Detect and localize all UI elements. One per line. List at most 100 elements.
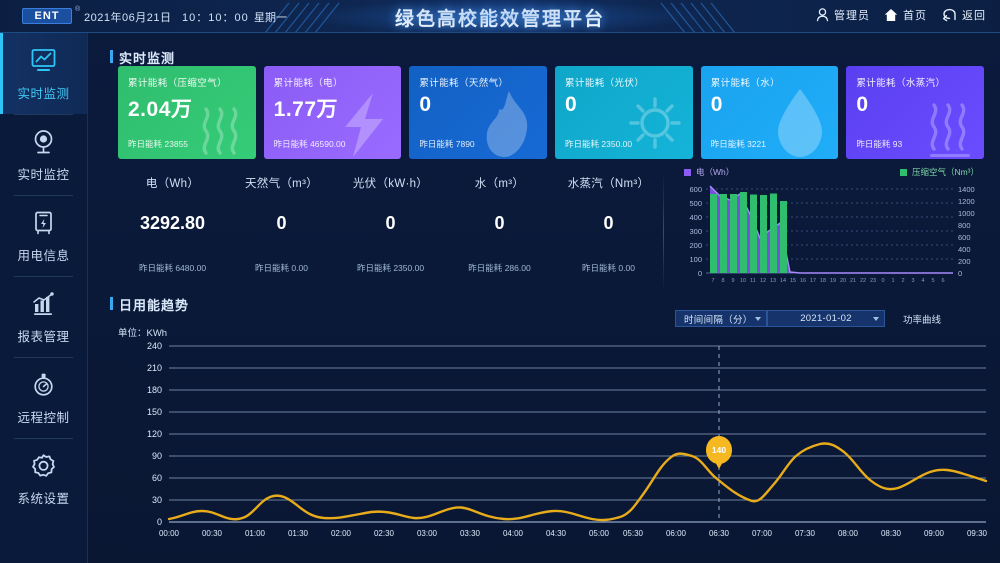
power-curve-button[interactable]: 功率曲线 — [903, 314, 942, 326]
svg-text:300: 300 — [689, 227, 702, 236]
sidebar: 实时监测 实时监控 用电信息 — [0, 33, 88, 563]
svg-text:05:00: 05:00 — [589, 529, 610, 538]
legend-label: 电（Wh） — [696, 167, 735, 177]
kpi-card-sub-label: 昨日能耗 — [856, 139, 891, 149]
svg-text:210: 210 — [147, 363, 162, 373]
svg-text:16: 16 — [800, 278, 806, 284]
svg-text:03:30: 03:30 — [460, 529, 481, 538]
bar-report-icon — [29, 289, 59, 319]
svg-text:04:30: 04:30 — [546, 529, 567, 538]
kpi-card-sub: 昨日能耗 23855 — [128, 138, 188, 150]
kpi-card-sub-label: 昨日能耗 — [565, 139, 600, 149]
svg-text:12: 12 — [760, 278, 766, 284]
kpi-card-photovoltaic[interactable]: 累计能耗（光伏） 0 昨日能耗 2350.00 — [555, 66, 693, 159]
legend-swatch — [899, 168, 907, 176]
stat-value: 0 — [494, 213, 505, 233]
svg-text:15: 15 — [790, 278, 796, 284]
stat-electricity: 电（Wh） 3292.80 昨日能耗 6480.00 — [118, 175, 227, 280]
stat-sub: 昨日能耗 6480.00 — [118, 262, 227, 274]
user-menu[interactable]: 管理员 — [816, 7, 870, 23]
kpi-card-water[interactable]: 累计能耗（水） 0 昨日能耗 3221 — [700, 66, 839, 159]
stat-sub: 昨日能耗 0.00 — [554, 262, 663, 274]
chart-controls: 时间间隔（分） 2021-01-02 功率曲线 — [675, 310, 941, 327]
home-label: 首页 — [903, 10, 927, 22]
svg-text:05:30: 05:30 — [623, 529, 644, 538]
kpi-card-electricity[interactable]: 累计能耗（电） 1.77万 昨日能耗 46590.00 — [263, 66, 402, 159]
svg-text:180: 180 — [147, 385, 162, 395]
svg-text:500: 500 — [689, 199, 702, 208]
page-title: 绿色高校能效管理平台 — [394, 9, 605, 30]
legend-item-electricity[interactable]: 电（Wh） — [684, 166, 734, 178]
chevron-down-icon — [873, 317, 879, 321]
sidebar-item-power-info[interactable]: 用电信息 — [0, 195, 87, 276]
stat-steam: 水蒸汽（Nm³） 0 昨日能耗 0.00 — [554, 175, 663, 280]
droplet-icon — [762, 79, 836, 159]
stat-sub-label: 昨日能耗 — [138, 263, 173, 273]
svg-text:200: 200 — [689, 241, 702, 250]
back-button[interactable]: 返回 — [941, 7, 986, 23]
legend-item-compressed-air[interactable]: 压缩空气（Nm³） — [899, 166, 979, 178]
kpi-card-sub-value: 7890 — [455, 139, 475, 149]
data-point-annotation[interactable]: 140 — [706, 436, 732, 469]
line-chart-canvas: 240 210 180 150 120 90 60 30 0 140 — [147, 341, 988, 538]
kpi-card-sub-value: 3221 — [747, 139, 766, 149]
kpi-card-list: 累计能耗（压缩空气） 2.04万 昨日能耗 23855 累计能耗（电） 1.77… — [118, 66, 985, 159]
section-title-realtime: 实时监测 — [110, 48, 175, 67]
gear-icon — [29, 451, 59, 481]
sidebar-item-label: 用电信息 — [17, 248, 70, 263]
kpi-card-label: 累计能耗（电） — [273, 78, 343, 89]
kpi-card-compressed-air[interactable]: 累计能耗（压缩空气） 2.04万 昨日能耗 23855 — [118, 66, 256, 159]
chevron-down-icon — [755, 317, 761, 321]
flame-icon — [471, 79, 545, 159]
kpi-card-value: 0 — [419, 93, 432, 116]
sidebar-item-realtime-monitoring[interactable]: 实时监测 — [0, 33, 87, 114]
home-button[interactable]: 首页 — [884, 7, 927, 23]
kpi-card-natural-gas[interactable]: 累计能耗（天然气） 0 昨日能耗 7890 — [409, 66, 548, 159]
svg-text:1400: 1400 — [958, 185, 975, 194]
legend-label: 压缩空气（Nm³） — [911, 167, 979, 177]
sidebar-item-report-management[interactable]: 报表管理 — [0, 276, 87, 357]
annotation-value: 140 — [712, 445, 726, 455]
sidebar-item-remote-control[interactable]: 远程控制 — [0, 357, 87, 438]
user-label: 管理员 — [834, 10, 870, 22]
daily-trend-line-chart: 240 210 180 150 120 90 60 30 0 140 — [112, 336, 992, 548]
camera-icon — [29, 127, 59, 157]
kpi-card-sub: 昨日能耗 2350.00 — [565, 138, 632, 150]
svg-text:18: 18 — [820, 278, 826, 284]
kpi-card-steam[interactable]: 累计能耗（水蒸汽） 0 昨日能耗 93 — [846, 66, 985, 159]
kpi-card-label: 累计能耗（压缩空气） — [128, 78, 228, 89]
svg-text:03:00: 03:00 — [417, 529, 438, 538]
kpi-card-sub: 昨日能耗 93 — [856, 138, 902, 150]
kpi-card-label: 累计能耗（水） — [710, 78, 780, 89]
kpi-card-sub-label: 昨日能耗 — [128, 139, 163, 149]
svg-text:0: 0 — [881, 278, 884, 284]
date-select[interactable]: 2021-01-02 — [767, 310, 885, 327]
sidebar-item-realtime-surveillance[interactable]: 实时监控 — [0, 114, 87, 195]
svg-text:19: 19 — [830, 278, 836, 284]
stat-value: 0 — [385, 213, 396, 233]
stat-sub: 昨日能耗 2350.00 — [336, 262, 445, 274]
svg-text:13: 13 — [770, 278, 776, 284]
svg-text:8: 8 — [721, 278, 724, 284]
svg-text:21: 21 — [850, 278, 856, 284]
stat-sub-label: 昨日能耗 — [468, 263, 503, 273]
svg-text:14: 14 — [780, 278, 786, 284]
interval-select[interactable]: 时间间隔（分） — [675, 310, 767, 327]
sidebar-item-label: 远程控制 — [17, 410, 70, 425]
power-cabinet-icon — [29, 208, 59, 238]
svg-text:2: 2 — [901, 278, 904, 284]
kpi-card-value: 0 — [565, 93, 578, 116]
svg-text:200: 200 — [958, 257, 971, 266]
svg-text:06:30: 06:30 — [709, 529, 730, 538]
svg-text:6: 6 — [941, 278, 944, 284]
svg-text:60: 60 — [152, 473, 162, 483]
stat-photovoltaic: 光伏（kW·h） 0 昨日能耗 2350.00 — [336, 175, 445, 280]
svg-text:0: 0 — [698, 269, 702, 278]
panel-divider — [663, 172, 664, 292]
svg-text:240: 240 — [147, 341, 162, 351]
sidebar-item-label: 实时监测 — [17, 86, 70, 101]
kpi-card-value: 1.77万 — [273, 98, 339, 121]
sidebar-item-system-settings[interactable]: 系统设置 — [0, 438, 87, 519]
svg-text:1000: 1000 — [958, 209, 975, 218]
date-select-value: 2021-01-02 — [800, 313, 852, 324]
